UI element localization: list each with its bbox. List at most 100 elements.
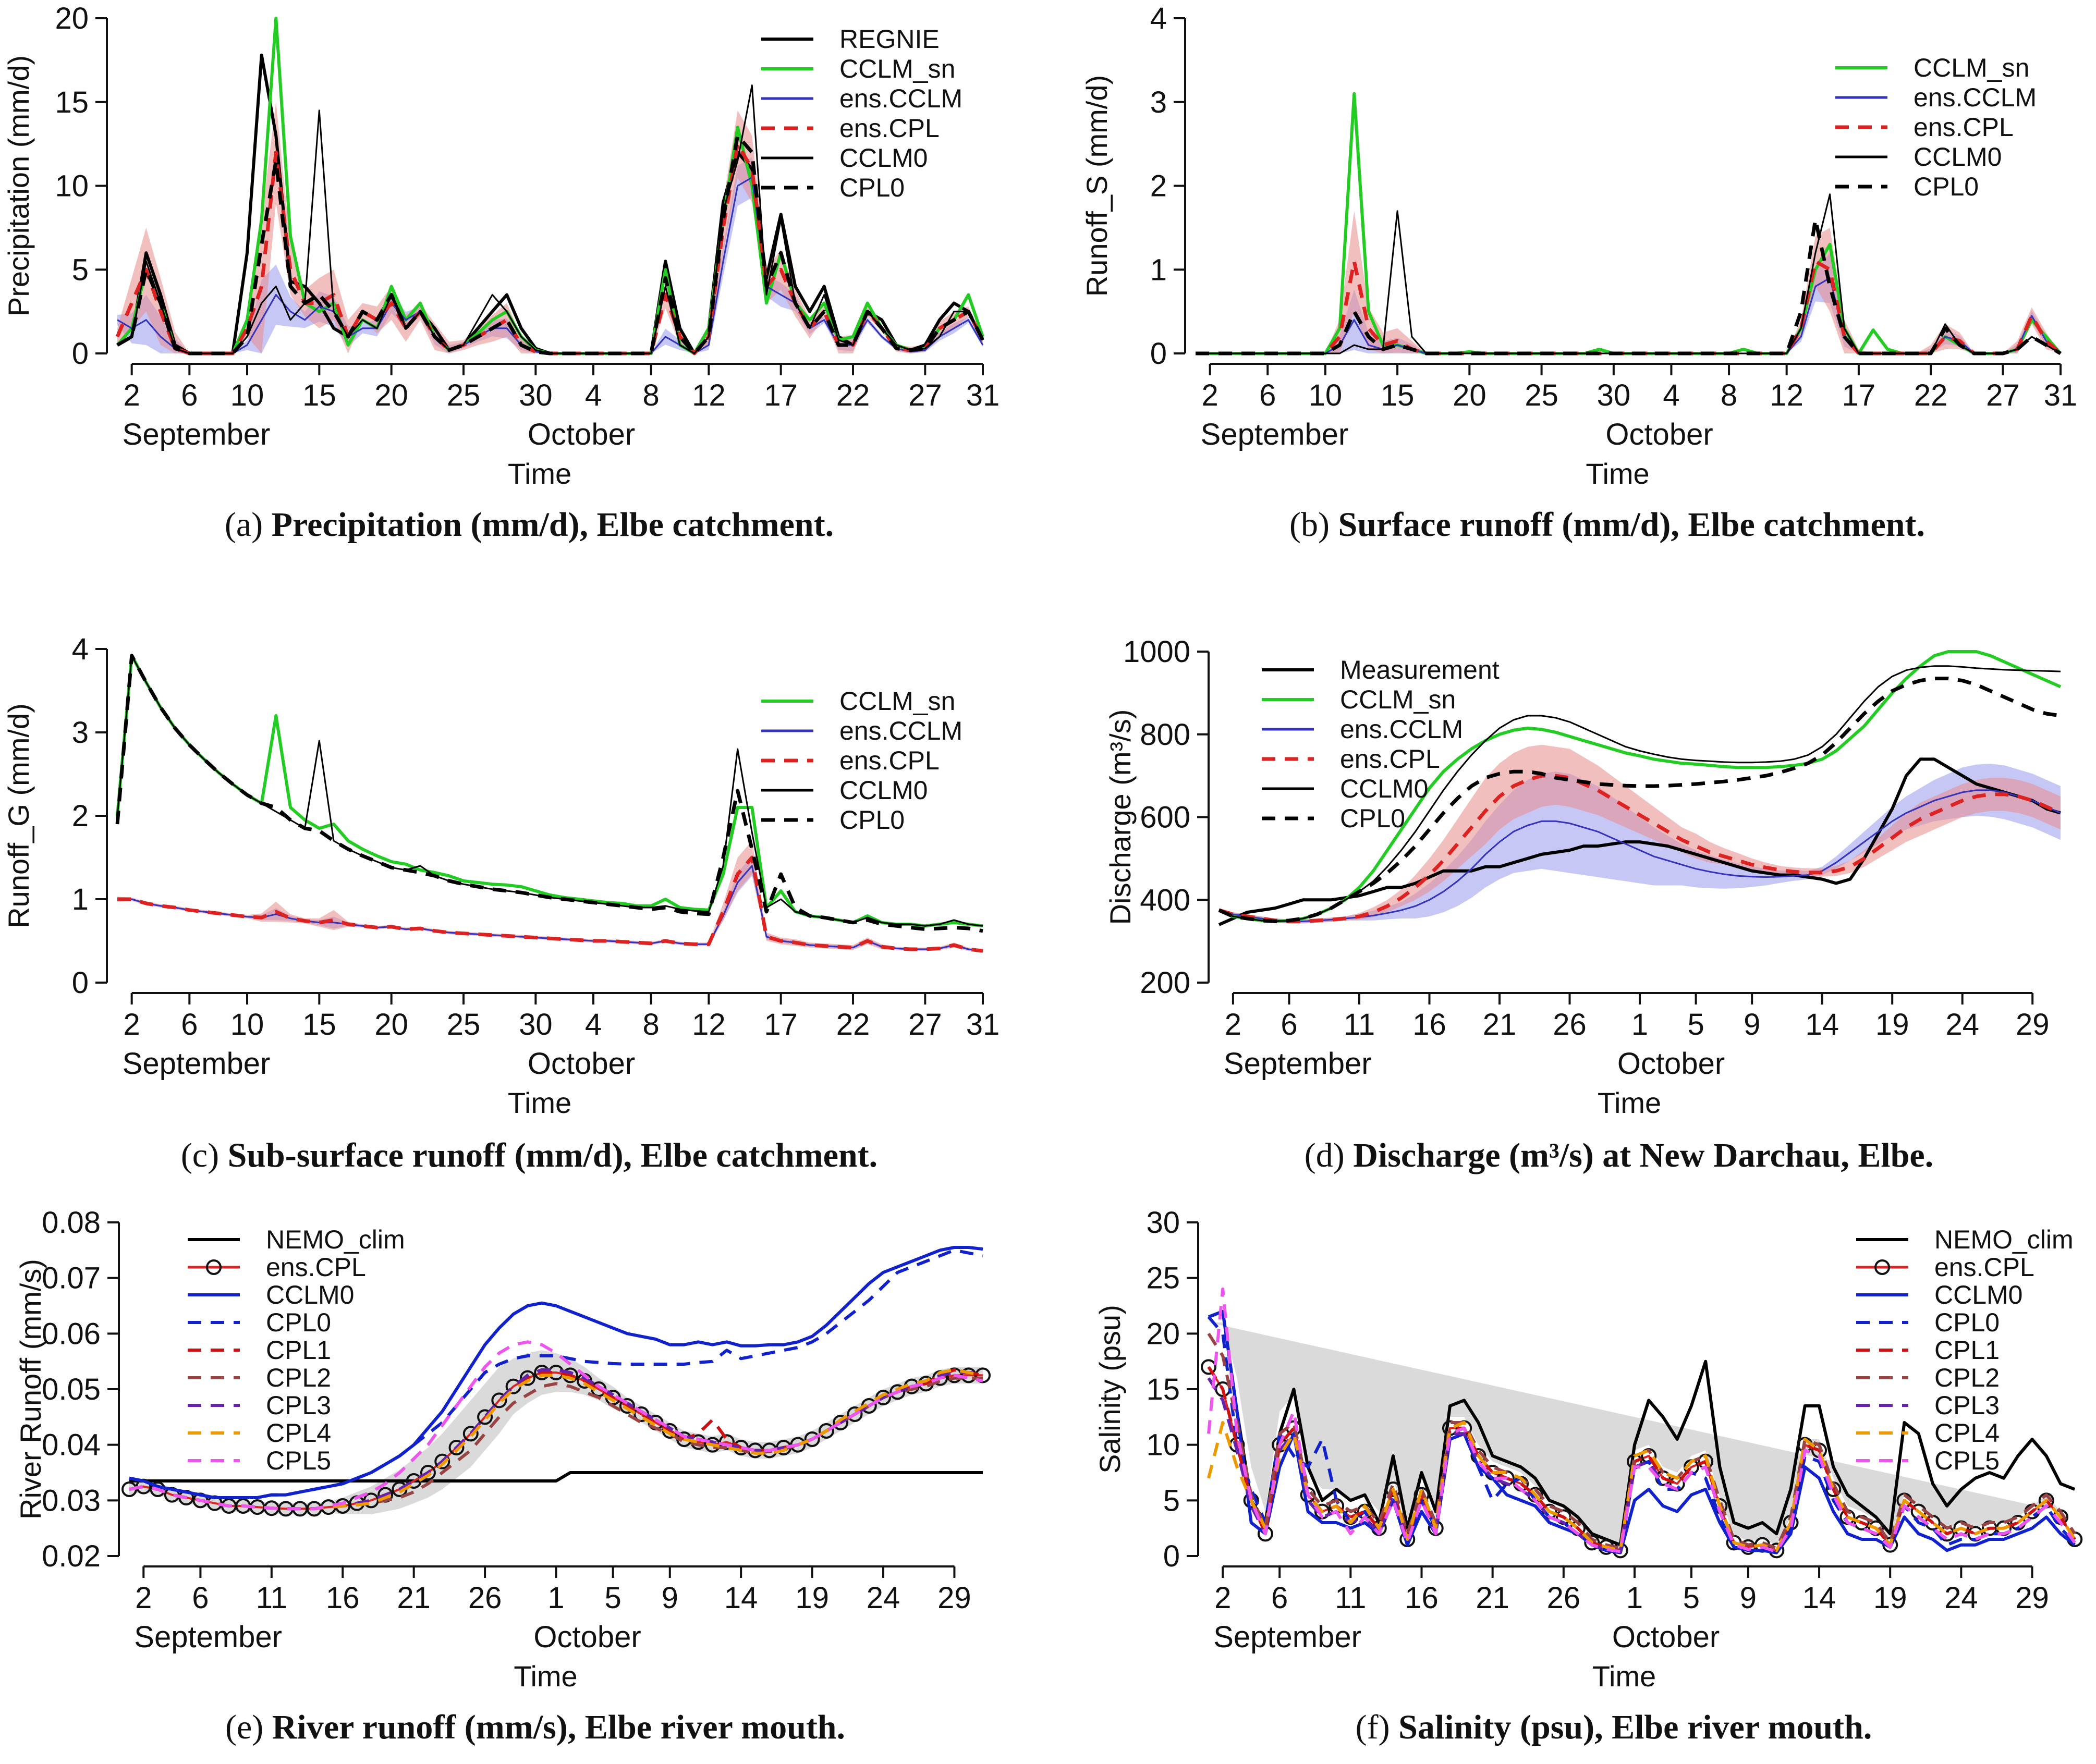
legend-label: CCLM_sn	[839, 687, 955, 716]
y-tick-label: 200	[1140, 966, 1190, 1000]
x-tick-label: 10	[230, 1008, 264, 1042]
caption-text: River runoff (mm/s), Elbe river mouth.	[272, 1708, 845, 1746]
x-tick-label: 6	[181, 378, 198, 412]
legend-label: ens.CPL	[1340, 744, 1440, 774]
band-ens-cpl	[1196, 211, 2061, 353]
x-tick-label: 27	[908, 1008, 942, 1042]
x-tick-label: 6	[1271, 1581, 1288, 1615]
month-label-september: September	[1224, 1047, 1372, 1081]
month-label-october: October	[1612, 1620, 1720, 1654]
y-tick-label: 20	[55, 2, 89, 35]
x-tick-label: 21	[1476, 1581, 1509, 1615]
y-tick-label: 3	[1150, 85, 1167, 119]
x-tick-label: 1	[1626, 1581, 1643, 1615]
x-tick-label: 6	[1281, 1008, 1297, 1042]
y-tick-label: 1000	[1123, 635, 1190, 669]
chart-panel-a: 0 5 10 15 20 2 6 10 15 20 25 30 4 8 12 17 22 27 31 Septembe…	[2, 2, 1000, 544]
x-tick-label: 6	[192, 1581, 209, 1615]
x-axis-title: Time	[514, 1660, 577, 1693]
series-line-nemo-clim	[129, 1471, 983, 1483]
x-tick-label: 2	[1214, 1581, 1231, 1615]
x-tick-label: 14	[1805, 1008, 1839, 1042]
legend-label: REGNIE	[839, 24, 940, 54]
x-tick-label: 22	[1914, 378, 1948, 412]
legend-label: CPL0	[1340, 804, 1405, 833]
y-tick-label: 1	[72, 883, 89, 916]
legend-label: CPL0	[266, 1308, 331, 1337]
series-line-cpl5	[1207, 1288, 2076, 1553]
x-tick-label: 22	[836, 1008, 870, 1042]
x-tick-label: 15	[302, 1008, 336, 1042]
x-tick-label: 26	[468, 1581, 502, 1615]
y-tick-label: 4	[1150, 2, 1167, 35]
series-line-ens-cpl	[129, 1371, 983, 1510]
x-tick-label: 2	[124, 378, 140, 412]
series-point-ens-cpl	[477, 1409, 493, 1425]
x-tick-label: 5	[1687, 1008, 1704, 1042]
legend-label: ens.CCLM	[839, 716, 962, 745]
x-tick-label: 29	[2015, 1581, 2049, 1615]
figure-caption: (a) Precipitation (mm/d), Elbe catchment…	[225, 506, 834, 544]
caption-label: (d)	[1305, 1136, 1353, 1174]
month-label-september: September	[134, 1620, 282, 1654]
x-tick-label: 24	[867, 1581, 900, 1615]
legend-label: CPL3	[1934, 1391, 2000, 1420]
x-tick-label: 17	[764, 1008, 798, 1042]
x-tick-label: 21	[1483, 1008, 1517, 1042]
y-tick-label: 400	[1140, 883, 1190, 917]
x-tick-label: 8	[643, 1008, 660, 1042]
caption-label: (f)	[1356, 1708, 1398, 1746]
month-label-september: September	[1213, 1620, 1361, 1654]
y-axis-title: River Runoff (mm/s)	[14, 1259, 47, 1520]
x-tick-label: 12	[1770, 378, 1803, 412]
x-tick-label: 14	[724, 1581, 758, 1615]
x-tick-label: 19	[795, 1581, 829, 1615]
figure-caption: (e) River runoff (mm/s), Elbe river mout…	[225, 1708, 845, 1746]
series-line-ens-cpl	[1218, 774, 2062, 923]
x-tick-label: 10	[1309, 378, 1343, 412]
legend-label: CCLM0	[1914, 142, 2002, 172]
y-tick-label: 0.08	[42, 1206, 101, 1240]
x-tick-label: 16	[1405, 1581, 1439, 1615]
x-tick-label: 27	[1986, 378, 2020, 412]
y-tick-label: 5	[1163, 1484, 1180, 1517]
x-tick-label: 5	[1683, 1581, 1700, 1615]
legend-label: CPL5	[1934, 1446, 2000, 1475]
x-tick-label: 9	[662, 1581, 678, 1615]
x-tick-label: 31	[2044, 378, 2078, 412]
x-tick-label: 9	[1744, 1008, 1760, 1042]
month-label-october: October	[528, 1047, 635, 1081]
x-tick-label: 2	[1225, 1008, 1241, 1042]
y-tick-label: 0.04	[42, 1428, 101, 1462]
x-tick-label: 9	[1740, 1581, 1757, 1615]
x-tick-label: 2	[1202, 378, 1218, 412]
band-ens-cpl	[117, 841, 983, 953]
month-label-september: September	[1201, 418, 1349, 451]
legend-label: CPL0	[839, 173, 905, 202]
x-tick-label: 16	[1412, 1008, 1446, 1042]
y-axis-title: Salinity (psu)	[1093, 1305, 1126, 1474]
band-ens-cpl	[129, 1350, 983, 1514]
series-line-measurement	[1218, 757, 2061, 926]
legend-label: CCLM0	[839, 776, 928, 805]
y-tick-label: 0.05	[42, 1373, 101, 1406]
x-tick-label: 15	[1381, 378, 1415, 412]
series-line-cclm-sn	[1218, 650, 2062, 923]
legend-label: NEMO_clim	[266, 1225, 405, 1254]
series-point-ens-cpl	[448, 1440, 465, 1455]
caption-text: Precipitation (mm/d), Elbe catchment.	[272, 506, 834, 544]
x-tick-label: 29	[937, 1581, 971, 1615]
series-line-cpl2	[129, 1376, 983, 1511]
y-tick-label: 0	[72, 966, 89, 1000]
x-tick-label: 21	[397, 1581, 431, 1615]
legend-marker	[206, 1259, 222, 1275]
y-tick-label: 1	[1150, 253, 1167, 287]
legend-label: ens.CCLM	[1914, 83, 2037, 112]
figure-caption: (b) Surface runoff (mm/d), Elbe catchmen…	[1289, 506, 1925, 544]
x-tick-label: 6	[1259, 378, 1276, 412]
figure-caption: (f) Salinity (psu), Elbe river mouth.	[1356, 1708, 1872, 1746]
caption-text: Surface runoff (mm/d), Elbe catchment.	[1338, 506, 1924, 544]
